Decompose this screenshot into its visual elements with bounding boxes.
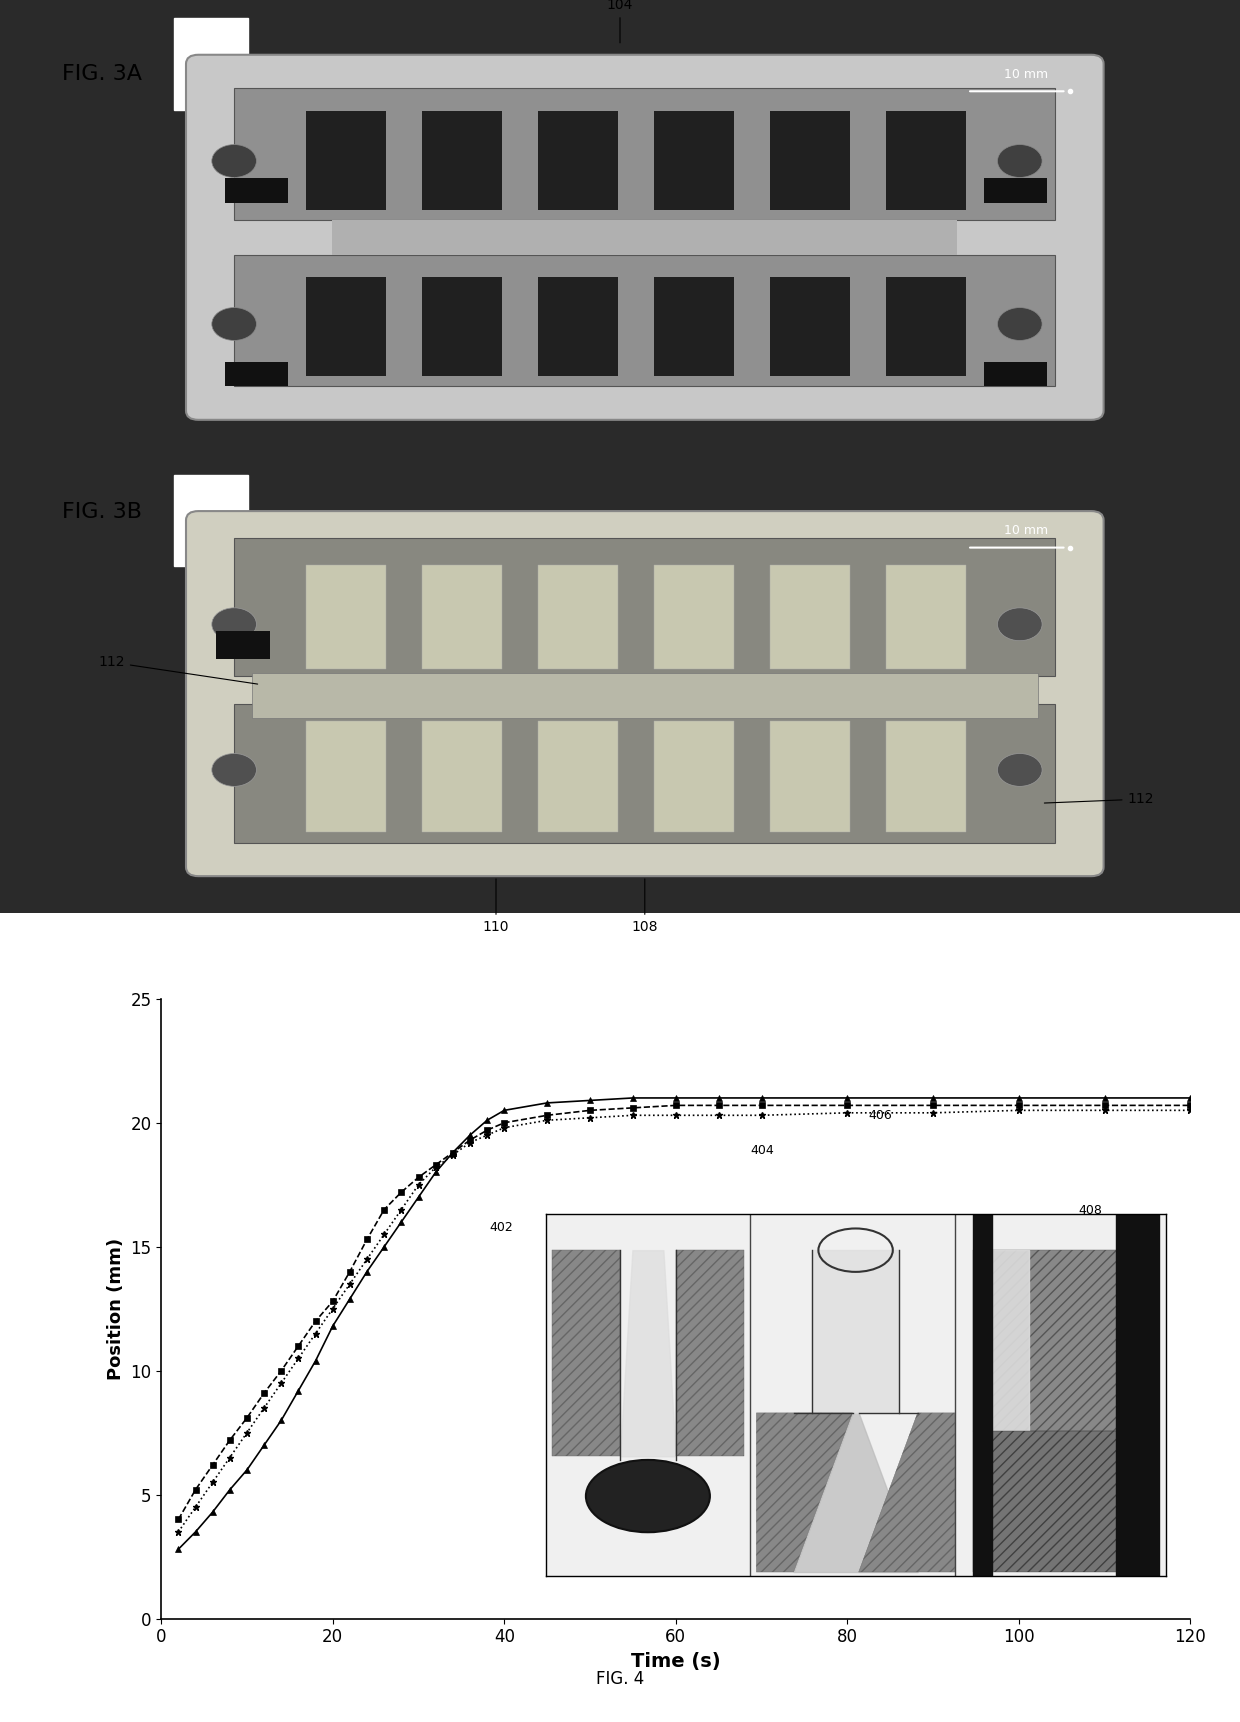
Bar xyxy=(422,110,502,210)
Text: 112: 112 xyxy=(98,656,258,684)
Bar xyxy=(538,110,618,210)
Bar xyxy=(174,19,248,110)
Circle shape xyxy=(212,608,257,641)
Bar xyxy=(174,475,248,567)
Text: 404: 404 xyxy=(750,1143,774,1157)
Text: FIG. 3A: FIG. 3A xyxy=(62,64,143,84)
FancyBboxPatch shape xyxy=(186,511,1104,876)
Bar xyxy=(885,110,966,210)
Bar xyxy=(305,565,386,670)
Bar xyxy=(305,110,386,210)
Bar xyxy=(332,220,957,255)
Circle shape xyxy=(997,145,1042,177)
Bar xyxy=(885,565,966,670)
Circle shape xyxy=(997,608,1042,641)
Text: 406: 406 xyxy=(868,1109,892,1123)
Bar xyxy=(305,277,386,375)
Bar xyxy=(234,255,1055,386)
Bar xyxy=(216,632,270,660)
Circle shape xyxy=(212,754,257,787)
Bar xyxy=(985,362,1047,386)
Text: 408: 408 xyxy=(1079,1204,1102,1217)
Bar xyxy=(252,673,1038,718)
Circle shape xyxy=(585,1460,709,1533)
Text: 402: 402 xyxy=(490,1221,513,1235)
Text: 108: 108 xyxy=(631,878,658,933)
Bar xyxy=(653,565,734,670)
Bar xyxy=(226,179,288,203)
Text: FIG. 4: FIG. 4 xyxy=(596,1670,644,1688)
Bar xyxy=(422,565,502,670)
Bar xyxy=(538,565,618,670)
Bar xyxy=(770,565,851,670)
Circle shape xyxy=(212,145,257,177)
Text: 112: 112 xyxy=(1044,792,1154,806)
Bar xyxy=(234,704,1055,842)
Bar xyxy=(226,362,288,386)
Text: 104: 104 xyxy=(606,0,634,43)
Circle shape xyxy=(212,308,257,341)
Bar xyxy=(770,722,851,832)
Bar xyxy=(770,110,851,210)
X-axis label: Time (s): Time (s) xyxy=(631,1651,720,1670)
Bar xyxy=(885,277,966,375)
Circle shape xyxy=(997,754,1042,787)
Bar xyxy=(653,110,734,210)
Bar xyxy=(885,722,966,832)
Circle shape xyxy=(997,308,1042,341)
Bar xyxy=(538,722,618,832)
Bar xyxy=(653,277,734,375)
Y-axis label: Position (mm): Position (mm) xyxy=(107,1238,125,1379)
Bar xyxy=(653,722,734,832)
Text: 110: 110 xyxy=(482,878,510,933)
Text: FIG. 3B: FIG. 3B xyxy=(62,503,143,522)
Text: 10 mm: 10 mm xyxy=(1003,523,1048,537)
Bar xyxy=(770,277,851,375)
Bar xyxy=(422,277,502,375)
FancyBboxPatch shape xyxy=(186,55,1104,420)
Bar xyxy=(985,179,1047,203)
Text: 10 mm: 10 mm xyxy=(1003,67,1048,81)
Bar xyxy=(305,722,386,832)
Bar xyxy=(234,537,1055,677)
Bar xyxy=(538,277,618,375)
Bar xyxy=(234,88,1055,220)
Bar xyxy=(422,722,502,832)
